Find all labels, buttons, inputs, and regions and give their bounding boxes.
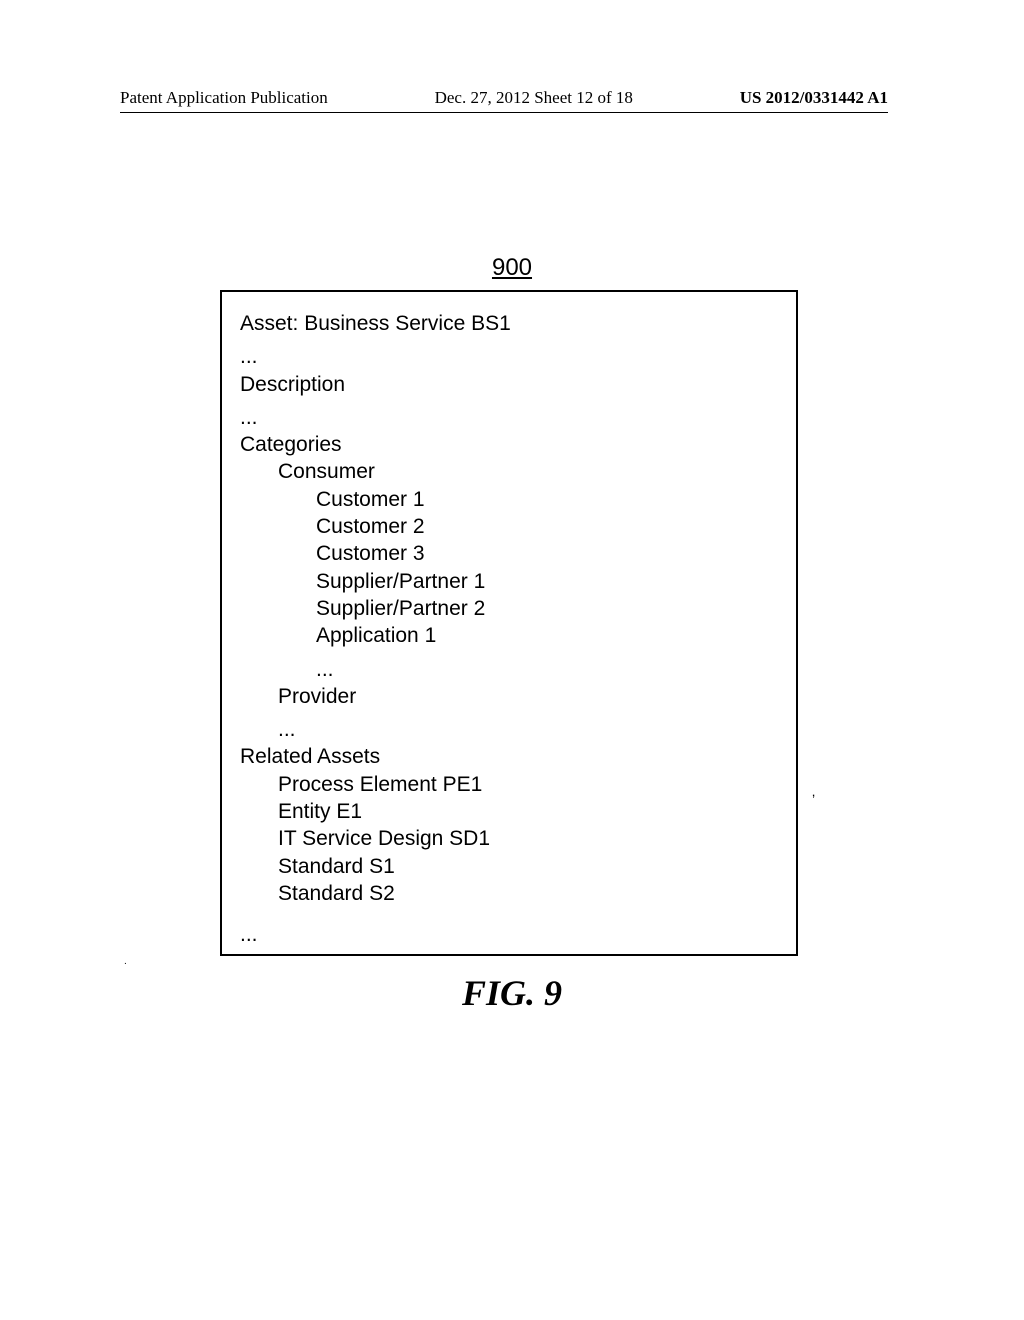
description-heading: Description <box>240 371 778 398</box>
related-asset-item: IT Service Design SD1 <box>278 825 778 852</box>
consumer-heading: Consumer <box>278 458 778 485</box>
ellipsis: ... <box>240 343 778 370</box>
categories-heading: Categories <box>240 431 778 458</box>
related-assets-heading: Related Assets <box>240 743 778 770</box>
consumer-item: Customer 1 <box>316 486 778 513</box>
page-header: Patent Application Publication Dec. 27, … <box>120 88 888 108</box>
figure-caption: FIG. 9 <box>0 972 1024 1014</box>
consumer-item: Application 1 <box>316 622 778 649</box>
related-asset-item: Standard S2 <box>278 880 778 907</box>
consumer-item: Customer 2 <box>316 513 778 540</box>
related-asset-item: Entity E1 <box>278 798 778 825</box>
related-asset-item: Process Element PE1 <box>278 771 778 798</box>
header-rule <box>120 112 888 113</box>
patent-page: Patent Application Publication Dec. 27, … <box>0 0 1024 1320</box>
related-asset-item: Standard S1 <box>278 853 778 880</box>
ellipsis: ... <box>240 404 778 431</box>
scan-artifact-icon: . <box>124 956 127 967</box>
asset-detail-box: Asset: Business Service BS1 ... Descript… <box>220 290 798 956</box>
asset-title: Asset: Business Service BS1 <box>240 310 778 337</box>
consumer-item: Supplier/Partner 2 <box>316 595 778 622</box>
ellipsis: ... <box>316 656 778 683</box>
header-publication-number: US 2012/0331442 A1 <box>740 88 888 108</box>
figure-reference-number: 900 <box>0 254 1024 282</box>
consumer-item: Supplier/Partner 1 <box>316 568 778 595</box>
header-date-sheet: Dec. 27, 2012 Sheet 12 of 18 <box>435 88 633 108</box>
consumer-item: Customer 3 <box>316 540 778 567</box>
header-publication-label: Patent Application Publication <box>120 88 328 108</box>
scan-artifact-icon: ‚ <box>812 782 815 800</box>
ellipsis: ... <box>278 716 778 743</box>
ellipsis: ... <box>240 921 778 948</box>
provider-heading: Provider <box>278 683 778 710</box>
